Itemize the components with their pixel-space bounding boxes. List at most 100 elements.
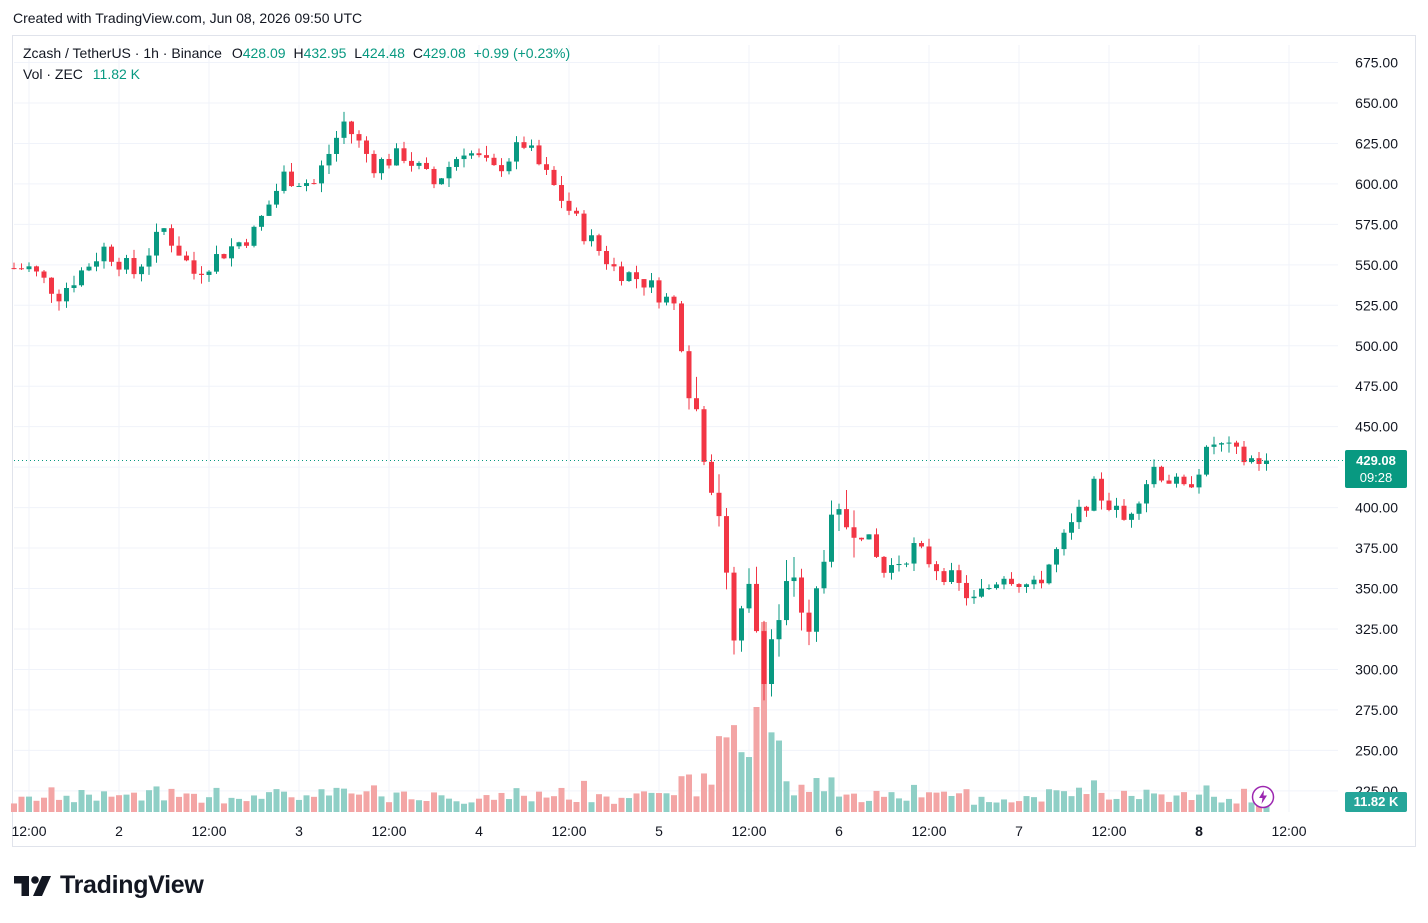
candle-body (206, 271, 212, 275)
candle-body (581, 213, 587, 242)
volume-bar (656, 793, 662, 812)
candle-body (11, 268, 17, 270)
volume-bar (423, 801, 430, 812)
volume-bar (836, 796, 842, 812)
volume-bar (1166, 801, 1172, 812)
volume-bar (851, 793, 857, 812)
candle-body (1114, 505, 1119, 510)
volume-bar (626, 798, 632, 812)
volume-bar (18, 796, 25, 812)
volume-bar (48, 787, 55, 812)
volume-bar (243, 801, 250, 812)
volume-bar (551, 796, 557, 812)
volume-bar (1196, 794, 1202, 812)
candle-body (1091, 478, 1097, 511)
volume-bar (798, 784, 805, 812)
volume-bar (888, 792, 895, 812)
candle-body (716, 492, 722, 517)
candle-body (176, 245, 182, 256)
candle-body (311, 183, 317, 185)
volume-bar (686, 774, 692, 812)
symbol-label[interactable]: Zcash / TetherUS · 1h · Binance (23, 45, 222, 61)
candle-body (19, 268, 24, 270)
volume-bar (393, 792, 400, 812)
x-tick-label: 12:00 (191, 823, 226, 839)
candle-body (949, 570, 954, 583)
volume-label[interactable]: Vol · ZEC (23, 66, 83, 82)
x-tick-label: 12:00 (731, 823, 766, 839)
volume-bar (71, 802, 77, 812)
volume-legend: Vol · ZEC 11.82 K (23, 66, 140, 82)
grid-lines (14, 45, 1338, 812)
volume-bar (933, 792, 940, 812)
candle-body (1009, 578, 1014, 585)
volume-bar (768, 732, 775, 812)
volume-bar (123, 794, 130, 812)
candle-body (274, 190, 279, 205)
y-tick-label: 675.00 (1355, 55, 1398, 71)
candle-body (221, 254, 227, 259)
candle-body (934, 564, 939, 572)
candle-body (754, 583, 759, 632)
candle-body (799, 577, 804, 613)
candle-body (784, 581, 789, 621)
candle-body (244, 242, 249, 246)
close-value: 429.08 (422, 45, 466, 61)
candle-body (1076, 506, 1082, 523)
candle-body (259, 215, 264, 227)
candle-body (251, 226, 257, 246)
candle-body (266, 204, 272, 216)
volume-bar (1136, 799, 1142, 812)
candle-body (431, 168, 437, 185)
volume-bar (633, 793, 640, 812)
candle-body (356, 134, 362, 141)
created-with-text: Created with TradingView.com, Jun 08, 20… (13, 10, 363, 26)
lightning-icon[interactable] (1251, 785, 1275, 809)
volume-bar (618, 797, 625, 812)
volume-bar (101, 791, 107, 812)
candle-body (1174, 476, 1179, 484)
candle-body (656, 280, 662, 303)
candle-body (1121, 505, 1127, 520)
candle-body (506, 161, 512, 172)
volume-bar (348, 793, 355, 812)
volume-bar (116, 795, 122, 812)
tradingview-logo[interactable]: TradingView (14, 871, 204, 900)
candle-body (1189, 484, 1194, 488)
volume-bar (663, 793, 670, 812)
y-tick-label: 300.00 (1355, 661, 1398, 677)
volume-bars (11, 622, 1270, 812)
candle-body (761, 631, 767, 685)
volume-bar (93, 800, 100, 812)
candle-body (394, 148, 399, 166)
x-tick-label: 6 (835, 823, 843, 839)
volume-bar (573, 801, 580, 812)
candle-body (1054, 549, 1059, 565)
candle-body (844, 509, 849, 528)
volume-bar (168, 788, 175, 812)
volume-bar (566, 799, 572, 812)
candle-body (611, 264, 617, 267)
volume-bar (611, 803, 617, 812)
candle-body (364, 140, 369, 154)
volume-bar (1016, 801, 1022, 812)
y-tick-label: 500.00 (1355, 338, 1398, 354)
volume-bar (161, 800, 167, 812)
candle-body (94, 261, 99, 267)
candle-body (139, 266, 144, 275)
candle-body (859, 537, 864, 540)
volume-bar (558, 787, 565, 812)
volume-bar (513, 788, 520, 812)
candle-body (874, 534, 879, 557)
volume-bar (78, 790, 85, 812)
candle-body (634, 272, 639, 280)
candle-body (281, 171, 287, 191)
high-value: 432.95 (303, 45, 347, 61)
candle-body (379, 158, 384, 174)
volume-bar (1233, 803, 1240, 812)
volume-bar (1143, 789, 1150, 812)
y-tick-label: 650.00 (1355, 95, 1398, 111)
volume-bar (1068, 796, 1075, 812)
volume-bar (1121, 790, 1127, 812)
